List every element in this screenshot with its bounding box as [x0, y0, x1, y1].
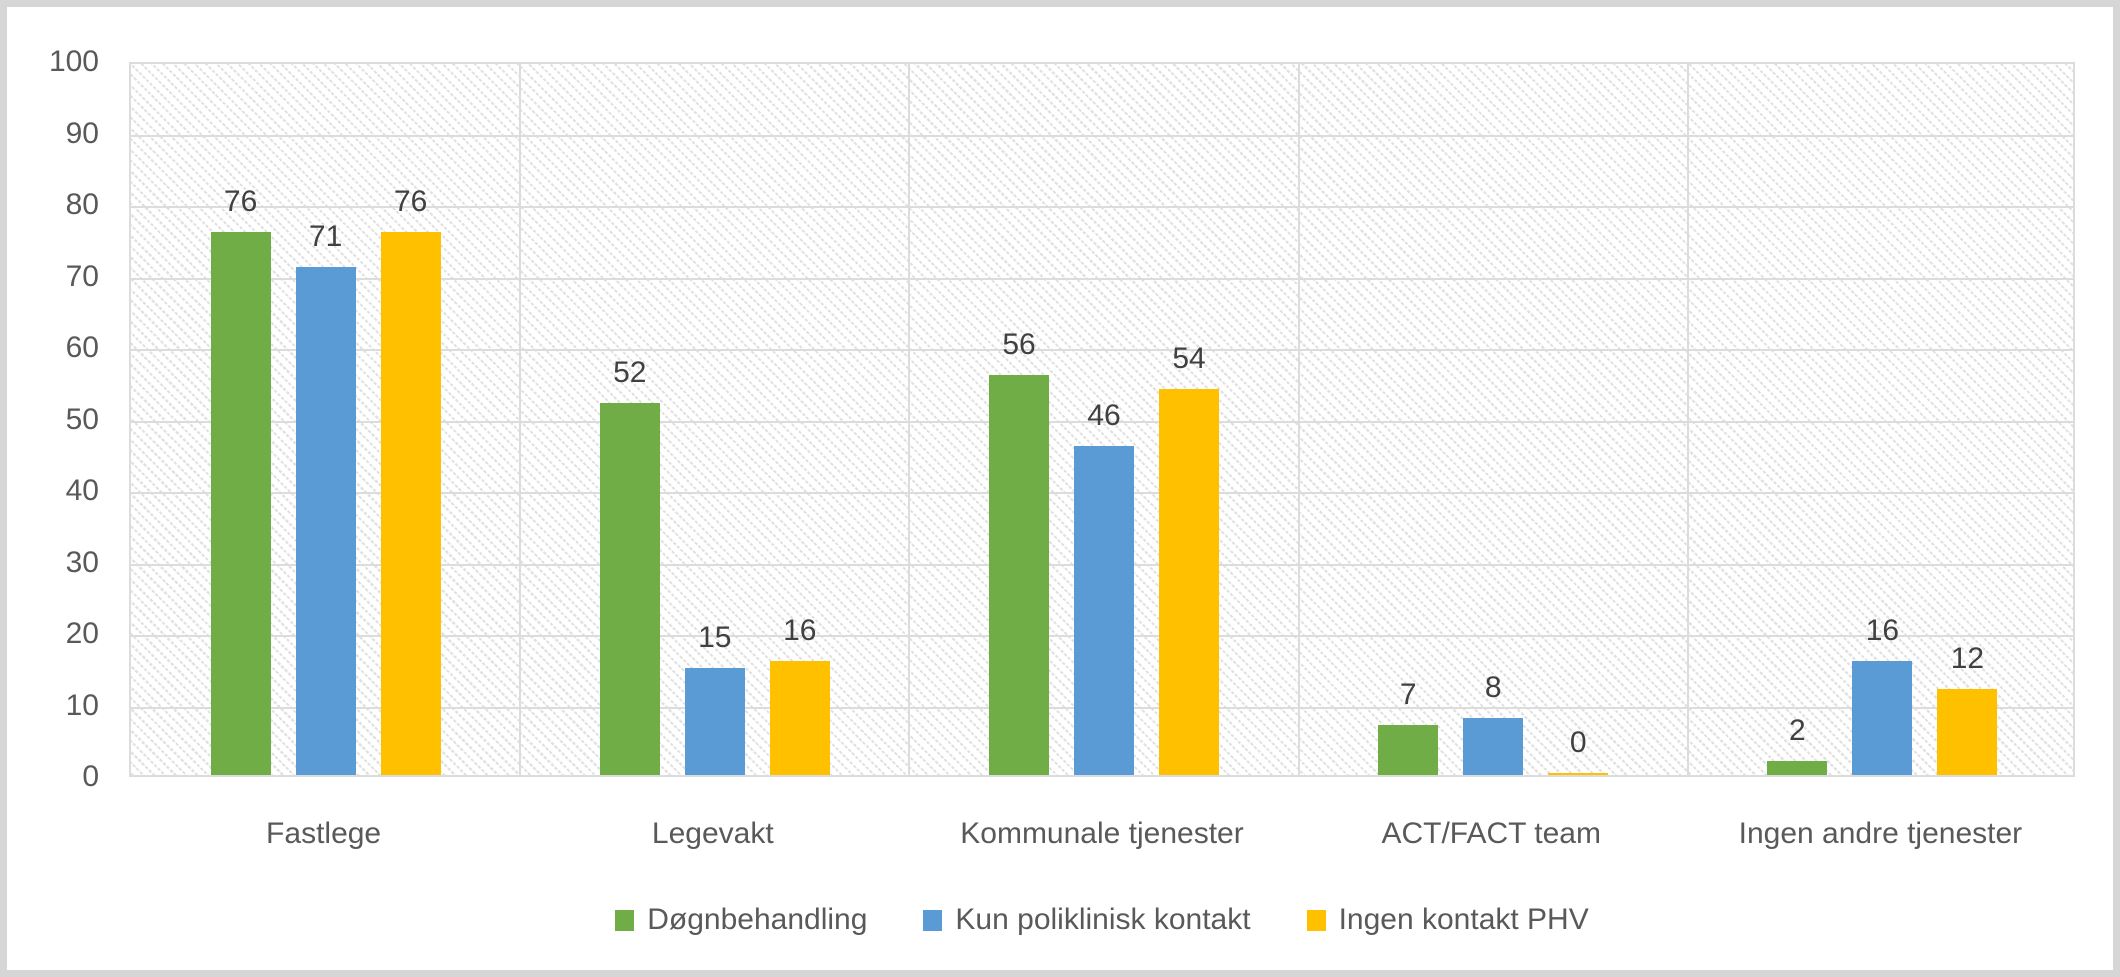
- x-axis-category-label: Legevakt: [651, 817, 774, 850]
- gridline-horizontal: [131, 206, 2073, 208]
- bar: [1159, 388, 1219, 775]
- bar-value-label: 0: [1569, 725, 1587, 759]
- gridline-horizontal: [131, 349, 2073, 351]
- bar-value-label: 2: [1789, 713, 1806, 747]
- bar: [1937, 689, 1998, 775]
- legend-swatch: [1306, 909, 1326, 931]
- bar-value-label: 8: [1484, 670, 1502, 704]
- bar-value-label: 46: [1087, 399, 1121, 433]
- y-axis-tick-label: 90: [65, 116, 99, 150]
- y-axis-tick-label: 10: [65, 688, 99, 722]
- bar-value-label: 76: [393, 184, 428, 218]
- gridline-horizontal: [131, 134, 2073, 137]
- legend-label: Døgnbehandling: [647, 903, 868, 936]
- bar: [1767, 760, 1828, 775]
- x-axis-category-label: Kommunale tjenester: [960, 817, 1244, 850]
- bar: [210, 231, 271, 775]
- x-axis-category-label: Ingen andre tjenester: [1738, 817, 2023, 850]
- y-axis-tick-label: 100: [48, 45, 99, 78]
- legend-label: Ingen kontakt PHV: [1338, 903, 1589, 936]
- bar-value-label: 71: [308, 220, 343, 254]
- y-axis-tick-label: 20: [65, 617, 99, 650]
- bar-value-label: 76: [223, 184, 258, 218]
- bar: [599, 403, 660, 775]
- bar: [1074, 446, 1134, 775]
- bar: [295, 267, 356, 775]
- bar: [1548, 772, 1609, 775]
- bar-value-label: 7: [1399, 677, 1417, 711]
- bar: [1378, 724, 1439, 775]
- bar-value-label: 16: [1865, 613, 1900, 647]
- bar: [769, 660, 830, 775]
- bar-value-label: 52: [613, 356, 647, 390]
- x-axis-category-label: Fastlege: [266, 817, 382, 850]
- gridline-horizontal: [131, 420, 2073, 423]
- gridline-vertical: [1686, 64, 1689, 775]
- y-axis-tick-label: 30: [65, 545, 99, 579]
- y-axis-tick-label: 70: [65, 259, 99, 293]
- bar: [380, 231, 441, 775]
- legend-swatch: [615, 909, 635, 931]
- legend-item: Ingen kontakt PHV: [1306, 902, 1589, 938]
- plot-area: 76 71 76 52 15 16 56 46 54 7 8 0 2 16 12: [129, 62, 2075, 777]
- bar-value-label: 56: [1002, 327, 1036, 361]
- bar-value-label: 54: [1172, 341, 1206, 375]
- bar: [684, 667, 745, 775]
- bar: [989, 374, 1049, 775]
- bar: [1852, 660, 1913, 775]
- bar-value-label: 15: [698, 620, 732, 654]
- gridline-vertical: [1297, 64, 1300, 775]
- legend-item: Døgnbehandling: [615, 902, 867, 938]
- gridline-horizontal: [131, 277, 2073, 280]
- legend: Døgnbehandling Kun poliklinisk kontakt Ing…: [129, 902, 2075, 938]
- y-axis-tick-label: 40: [65, 474, 99, 507]
- bar: [1463, 717, 1524, 775]
- legend-label: Kun poliklinisk kontakt: [955, 903, 1251, 936]
- y-axis-tick-label: 50: [65, 402, 99, 436]
- y-axis-tick-label: 60: [65, 331, 99, 364]
- bar-value-label: 16: [783, 613, 817, 647]
- gridline-vertical: [519, 64, 522, 775]
- x-axis-category-label: ACT/FACT team: [1381, 817, 1601, 850]
- legend-item: Kun poliklinisk kontakt: [923, 902, 1251, 938]
- bar-value-label: 12: [1950, 642, 1985, 676]
- gridline-vertical: [908, 64, 911, 775]
- legend-swatch: [923, 909, 943, 931]
- y-axis-tick-label: 80: [65, 188, 99, 221]
- y-axis-tick-label: 0: [82, 760, 99, 793]
